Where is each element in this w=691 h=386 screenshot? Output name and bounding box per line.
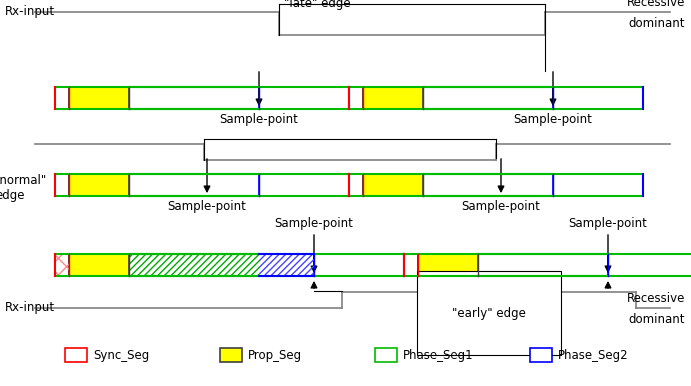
Bar [55, 254, 69, 276]
Text: "early" edge: "early" edge [452, 306, 526, 320]
Bar [129, 87, 259, 109]
Bar [349, 174, 363, 196]
Bar [220, 348, 242, 362]
Bar [69, 174, 129, 196]
Text: dominant: dominant [629, 17, 685, 30]
Text: Sample-point: Sample-point [462, 200, 540, 213]
Bar [423, 87, 553, 109]
Text: Sample-point: Sample-point [569, 217, 647, 230]
Bar [259, 87, 349, 109]
Bar [349, 87, 363, 109]
Bar [608, 254, 691, 276]
Bar [363, 87, 423, 109]
Bar [259, 174, 349, 196]
Text: Phase_Seg1: Phase_Seg1 [403, 349, 473, 362]
Text: Recessive: Recessive [627, 292, 685, 305]
Bar [314, 254, 404, 276]
Text: Sample-point: Sample-point [167, 200, 247, 213]
Bar [129, 254, 259, 276]
Bar [418, 254, 478, 276]
Text: "late" edge: "late" edge [284, 0, 350, 10]
Bar [55, 87, 69, 109]
Text: Phase_Seg2: Phase_Seg2 [558, 349, 629, 362]
Bar [55, 174, 69, 196]
Bar [530, 348, 552, 362]
Bar [55, 254, 69, 276]
Text: Recessive: Recessive [627, 0, 685, 9]
Bar [129, 174, 259, 196]
Text: Sample-point: Sample-point [220, 113, 299, 126]
Bar [259, 254, 314, 276]
Text: "normal": "normal" [0, 173, 47, 186]
Text: Rx-input: Rx-input [5, 5, 55, 19]
Bar [478, 254, 608, 276]
Bar [69, 254, 129, 276]
Bar [553, 87, 643, 109]
Bar [129, 254, 314, 276]
Bar [375, 348, 397, 362]
Text: dominant: dominant [629, 313, 685, 326]
Text: Rx-input: Rx-input [5, 301, 55, 315]
Text: edge: edge [0, 188, 24, 201]
Text: Sample-point: Sample-point [274, 217, 353, 230]
Bar [404, 254, 418, 276]
Bar [553, 174, 643, 196]
Text: Sync_Seg: Sync_Seg [93, 349, 149, 362]
Bar [69, 87, 129, 109]
Bar [423, 174, 553, 196]
Bar [363, 174, 423, 196]
Text: Prop_Seg: Prop_Seg [248, 349, 302, 362]
Text: Sample-point: Sample-point [513, 113, 592, 126]
Bar [65, 348, 87, 362]
